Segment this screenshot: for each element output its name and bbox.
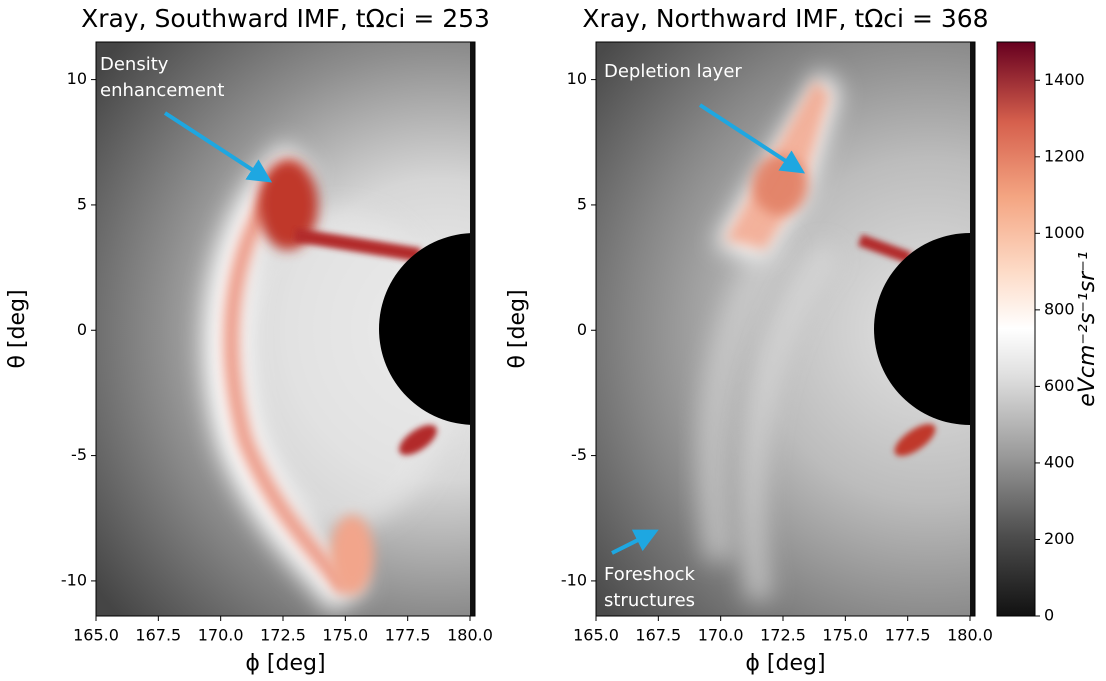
y-tick-label: 10 [67, 69, 87, 88]
colorbar-tick-label: 800 [1044, 299, 1075, 318]
x-tick-label: 165.0 [73, 626, 119, 645]
annotation: Density [100, 54, 169, 75]
colorbar-tick-label: 1400 [1044, 70, 1085, 89]
annotation: structures [604, 590, 695, 611]
x-axis-label: ϕ [deg] [745, 651, 825, 676]
annotation: Depletion layer [604, 61, 742, 82]
plot-frame [595, 41, 976, 617]
annotation: enhancement [100, 80, 224, 101]
x-tick-label: 167.5 [135, 626, 181, 645]
x-tick-label: 170.0 [698, 626, 744, 645]
y-tick-label: 5 [77, 194, 87, 213]
x-tick-label: 180.0 [447, 626, 493, 645]
arrow [611, 529, 659, 555]
y-tick-label: 5 [577, 194, 587, 213]
colorbar-tick-label: 0 [1044, 606, 1054, 625]
colorbar-tick-label: 1200 [1044, 146, 1085, 165]
y-tick-label: 0 [77, 320, 87, 339]
colorbar [996, 41, 1036, 617]
y-tick-label: 10 [567, 69, 587, 88]
x-tick-label: 175.0 [322, 626, 368, 645]
x-tick-label: 165.0 [573, 626, 619, 645]
y-tick-label: -5 [71, 445, 87, 464]
y-tick-label: -10 [61, 570, 87, 589]
arrow [163, 111, 273, 183]
x-axis-label: ϕ [deg] [245, 651, 325, 676]
x-tick-label: 170.0 [198, 626, 244, 645]
heatmap-image [596, 42, 975, 616]
y-tick-label: -10 [561, 570, 587, 589]
x-tick-label: 175.0 [822, 626, 868, 645]
colorbar-tick-label: 200 [1044, 529, 1075, 548]
y-tick-label: -5 [571, 445, 587, 464]
colorbar-label: eVcm⁻²s⁻¹sr⁻¹ [1075, 251, 1100, 406]
x-tick-label: 180.0 [947, 626, 993, 645]
x-tick-label: 177.5 [385, 626, 431, 645]
plot-frame [95, 41, 476, 617]
chart-title: Xray, Northward IMF, tΩci = 368 [582, 4, 988, 33]
colorbar-tick-label: 1000 [1044, 223, 1085, 242]
chart-title: Xray, Southward IMF, tΩci = 253 [81, 4, 490, 33]
y-axis-label: θ [deg] [5, 289, 30, 368]
x-tick-label: 172.5 [760, 626, 806, 645]
y-tick-label: 0 [577, 320, 587, 339]
x-tick-label: 167.5 [635, 626, 681, 645]
annotation: Foreshock [604, 564, 695, 585]
y-axis-label: θ [deg] [505, 289, 530, 368]
x-tick-label: 177.5 [885, 626, 931, 645]
colorbar-tick-label: 400 [1044, 452, 1075, 471]
colorbar-tick-label: 600 [1044, 376, 1075, 395]
arrow [698, 103, 806, 174]
x-tick-label: 172.5 [260, 626, 306, 645]
heatmap-image [96, 42, 475, 616]
